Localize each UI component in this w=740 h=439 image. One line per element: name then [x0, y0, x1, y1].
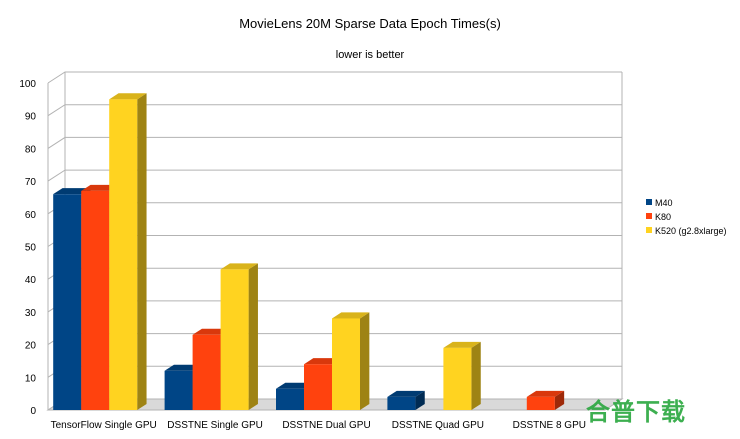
bar-side	[471, 341, 481, 410]
y-tick-label: 70	[25, 177, 37, 188]
x-tick-label: TensorFlow Single GPU	[51, 420, 157, 431]
bar-front	[53, 194, 82, 410]
bar-top	[387, 390, 425, 397]
bar	[220, 263, 258, 410]
bar-front	[304, 364, 332, 410]
y-tick-label: 20	[25, 341, 37, 352]
x-tick-labels: TensorFlow Single GPU DSSTNE Single GPU DS…	[51, 420, 586, 431]
y-tick-labels: 0 10 20 30 40 50 60 70 80 90 100	[19, 79, 36, 417]
bar-side	[415, 390, 425, 410]
bar-top	[220, 263, 258, 270]
bar-front	[109, 99, 138, 410]
bar-top	[332, 312, 370, 319]
legend: M40 K80 K520 (g2.8xlarge)	[646, 198, 727, 236]
bar-front	[81, 190, 110, 410]
y-tick-label: 50	[25, 243, 37, 254]
gridline	[47, 71, 622, 84]
y-tick-label: 0	[30, 406, 36, 417]
bar-side	[360, 312, 370, 410]
chart-title: MovieLens 20M Sparse Data Epoch Times(s)	[239, 16, 501, 31]
y-tick-label: 80	[25, 144, 37, 155]
y-tick-label: 100	[19, 79, 36, 90]
bar-front	[276, 388, 304, 410]
bar-side	[248, 263, 258, 410]
bar-top	[443, 341, 481, 348]
legend-swatch	[646, 213, 652, 219]
bar-front	[220, 269, 249, 410]
bars	[53, 93, 565, 411]
y-tick-label: 60	[25, 210, 37, 221]
bar	[526, 390, 565, 410]
bar	[109, 93, 147, 411]
chart-subtitle: lower is better	[336, 49, 405, 61]
y-tick-label: 10	[25, 373, 37, 384]
legend-swatch	[646, 227, 652, 233]
bar-side	[554, 390, 565, 410]
x-tick-label: DSSTNE Single GPU	[167, 420, 263, 431]
bar	[443, 341, 481, 410]
y-tick-label: 40	[25, 275, 37, 286]
x-tick-label: DSSTNE 8 GPU	[513, 420, 586, 431]
bar-front	[192, 334, 221, 410]
bar-top	[109, 93, 147, 100]
legend-label: K520 (g2.8xlarge)	[655, 226, 727, 236]
y-tick-label: 90	[25, 112, 37, 123]
x-tick-label: DSSTNE Quad GPU	[392, 420, 484, 431]
bar	[332, 312, 370, 410]
watermark: 合普下载	[586, 398, 686, 426]
y-tick-label: 30	[25, 308, 37, 319]
legend-label: M40	[655, 198, 673, 208]
legend-label: K80	[655, 212, 671, 222]
bar-side	[137, 93, 147, 411]
bar-front	[387, 396, 416, 410]
bar	[387, 390, 425, 410]
bar-front	[332, 318, 360, 410]
bar-front	[526, 396, 555, 410]
legend-swatch	[646, 199, 652, 205]
x-tick-label: DSSTNE Dual GPU	[282, 420, 370, 431]
bar-top	[526, 390, 565, 397]
bar-front	[443, 347, 472, 410]
bar-front	[164, 370, 193, 410]
